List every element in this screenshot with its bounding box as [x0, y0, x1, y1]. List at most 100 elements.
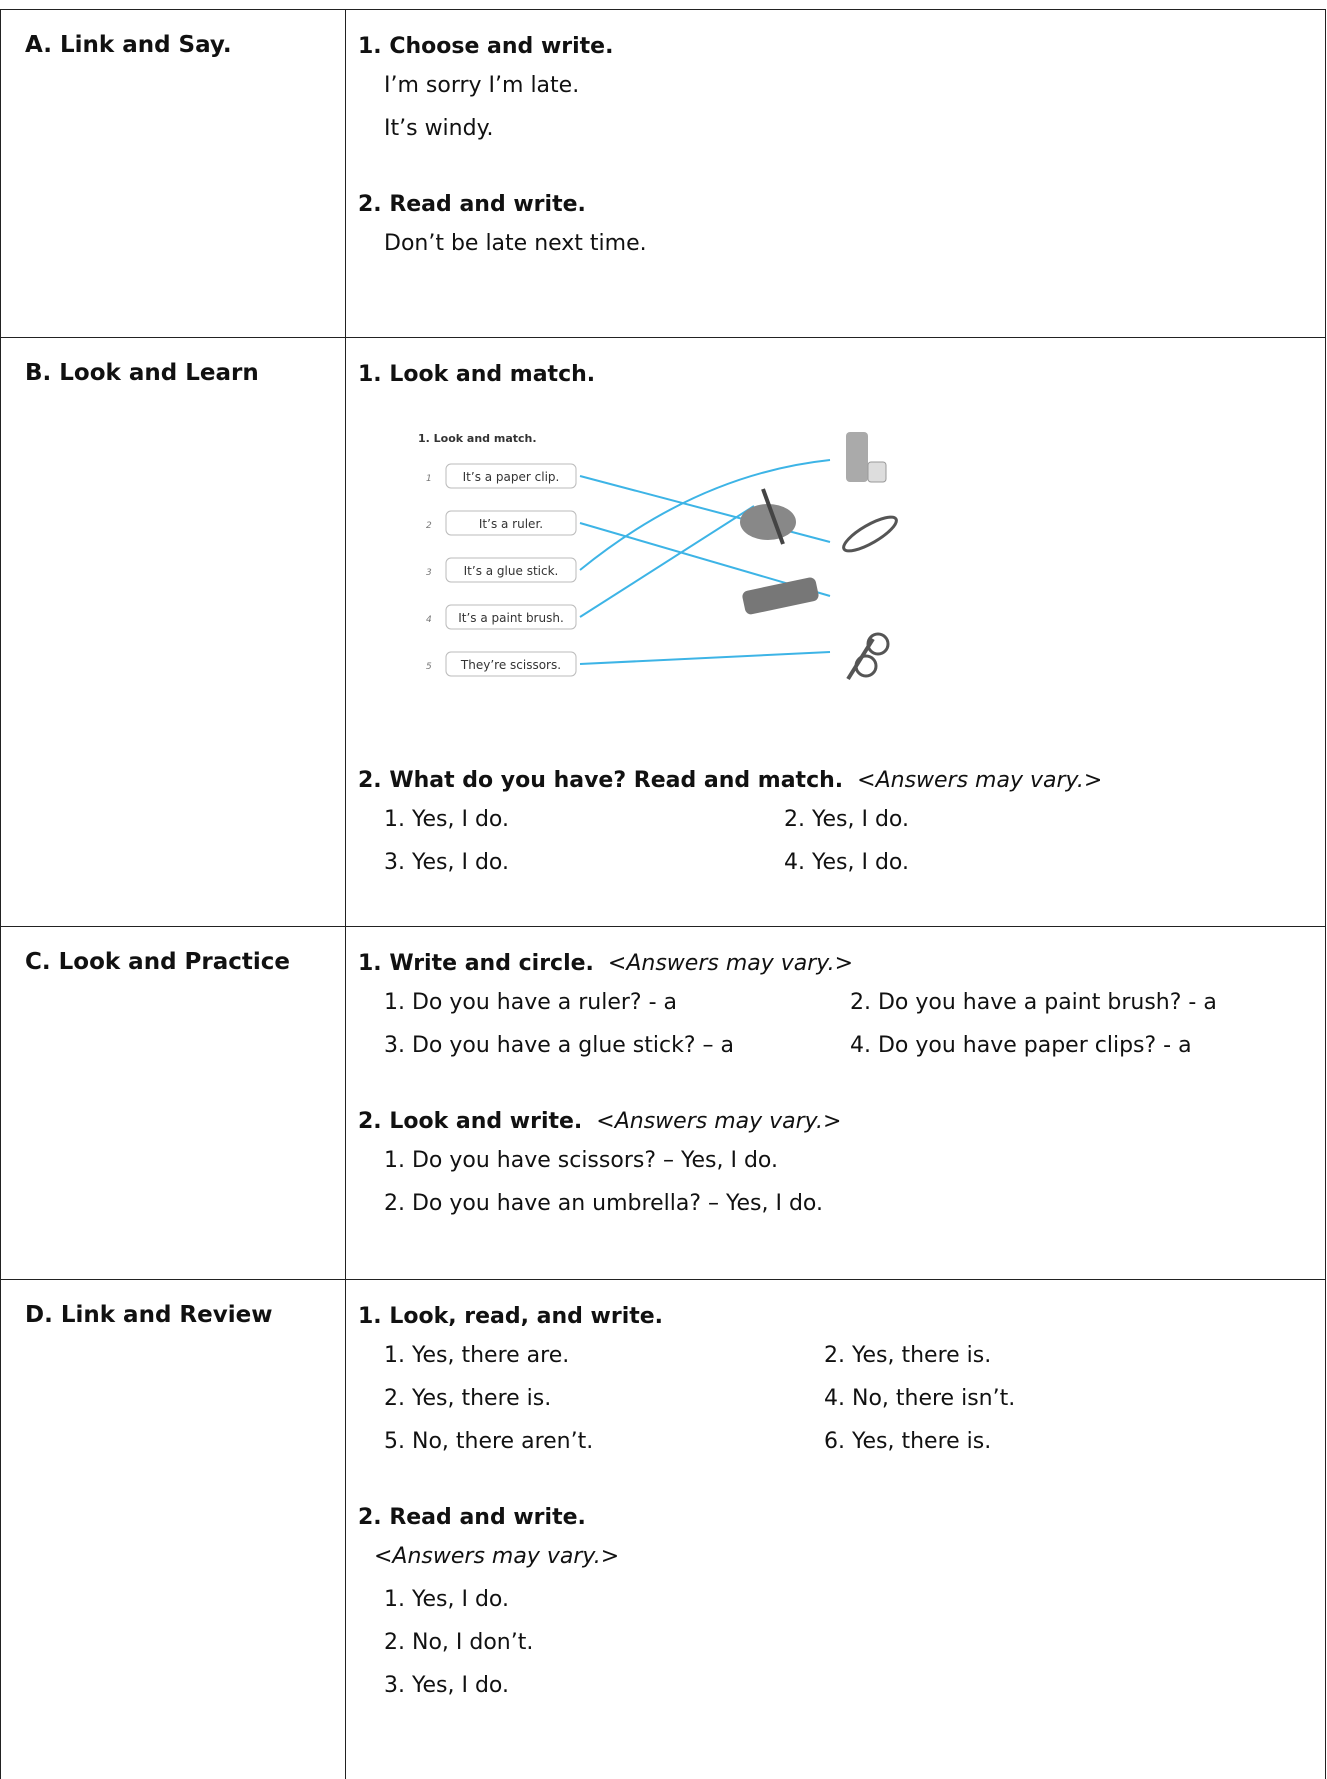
answer-line: It’s windy.	[358, 107, 1325, 150]
answer: 1. Do you have a ruler? - a	[384, 990, 678, 1015]
answer: 2. Do you have a paint brush? - a	[850, 990, 1217, 1015]
answer: 3. Yes, I do.	[384, 850, 509, 875]
palette-icon	[740, 504, 796, 540]
answer-line: 1. Yes, I do.	[358, 1578, 1325, 1621]
answer: I’m sorry I’m late.	[384, 73, 580, 98]
section-heading: C. Look and Practice	[1, 927, 346, 1279]
answers-note: <Answers may vary.>	[607, 951, 854, 976]
part: 2. What do you have? Read and match. <Ans…	[358, 764, 1325, 884]
answer-line: 1. Do you have scissors? – Yes, I do.	[358, 1139, 1325, 1182]
scissors-blade	[846, 637, 875, 681]
answer: 4. Yes, I do.	[784, 850, 909, 875]
answer-line: 2. No, I don’t.	[358, 1621, 1325, 1664]
item-text: They’re scissors.	[460, 658, 561, 672]
item-text: It’s a paint brush.	[458, 611, 564, 625]
part-title: 1. Choose and write.	[358, 30, 1325, 64]
answer: 1. Yes, there are.	[384, 1343, 570, 1368]
part-title: 1. Look, read, and write.	[358, 1300, 1325, 1334]
section-body: 1. Look, read, and write. 1. Yes, there a…	[346, 1280, 1325, 1707]
part-title: 1. Look and match.	[358, 358, 1325, 392]
answer: 3. Do you have a glue stick? – a	[384, 1033, 734, 1058]
part: 2. Look and write. <Answers may vary.> 1. …	[358, 1105, 1325, 1225]
section-row: A. Link and Say. 1. Choose and write. I’m …	[0, 9, 1326, 337]
answer: It’s windy.	[384, 116, 494, 141]
item-number: 3	[426, 568, 432, 578]
item-text: It’s a paper clip.	[463, 470, 560, 484]
answer-line: 1. Yes, I do. 2. Yes, I do.	[358, 798, 1325, 841]
glue-cap	[867, 461, 887, 483]
section-body: 1. Look and match. 1. Look and match. 1 It’…	[346, 338, 1325, 884]
part-title: 2. What do you have? Read and match. <Ans…	[358, 764, 1325, 798]
answer-line: 3. Do you have a glue stick? – a 4. Do yo…	[358, 1024, 1325, 1067]
answers-note: <Answers may vary.>	[857, 768, 1103, 793]
answer: 4. Do you have paper clips? - a	[850, 1033, 1192, 1058]
part-title-text: 2. Look and write.	[358, 1109, 583, 1134]
answer: 4. No, there isn’t.	[824, 1386, 1016, 1411]
answer-line: 3. Yes, I do. 4. Yes, I do.	[358, 841, 1325, 884]
glue-icon	[846, 432, 868, 482]
clip-icon	[842, 515, 898, 553]
answer: 1. Yes, I do.	[384, 1587, 509, 1612]
part-title: 2. Read and write.	[358, 188, 1325, 222]
answer-line: Don’t be late next time.	[358, 222, 1325, 265]
match-line	[579, 475, 831, 543]
answer-line: I’m sorry I’m late.	[358, 64, 1325, 107]
answer: 1. Yes, I do.	[384, 807, 509, 832]
match-line	[579, 651, 831, 665]
section-row: C. Look and Practice 1. Write and circle.…	[0, 926, 1326, 1279]
part-title-text: 2. Read and write.	[358, 1505, 586, 1530]
answer-line: 2. Yes, there is. 4. No, there isn’t.	[358, 1377, 1325, 1420]
answer: Don’t be late next time.	[384, 231, 647, 256]
part-title-text: 2. What do you have? Read and match.	[358, 768, 844, 793]
item-box	[445, 557, 577, 583]
section-body: 1. Choose and write. I’m sorry I’m late. I…	[346, 10, 1325, 265]
item-box	[445, 651, 577, 677]
part: 1. Look, read, and write. 1. Yes, there a…	[358, 1300, 1325, 1463]
answer-line: 1. Yes, there are. 2. Yes, there is.	[358, 1334, 1325, 1377]
item-box	[445, 604, 577, 630]
part-title: 2. Read and write.	[358, 1501, 1325, 1535]
answer-table: A. Link and Say. 1. Choose and write. I’m …	[0, 9, 1326, 1779]
section-heading: B. Look and Learn	[1, 338, 346, 926]
match-figure: 1. Look and match. 1 It’s a paper clip. 2 It…	[418, 432, 898, 681]
item-text: It’s a ruler.	[479, 517, 543, 531]
answer-line: 3. Yes, I do.	[358, 1664, 1325, 1707]
answer: 1. Do you have scissors? – Yes, I do.	[384, 1148, 779, 1173]
item-number: 4	[426, 615, 432, 625]
answer: 2. Yes, I do.	[784, 807, 909, 832]
section-body: 1. Write and circle. <Answers may vary.> 1…	[346, 927, 1325, 1225]
answer: 2. Yes, there is.	[824, 1343, 992, 1368]
section-row: D. Link and Review 1. Look, read, and wri…	[0, 1279, 1326, 1779]
part-title-text: 1. Write and circle.	[358, 951, 594, 976]
item-number: 2	[426, 521, 432, 531]
figure-title: 1. Look and match.	[418, 432, 537, 445]
item-box	[445, 510, 577, 536]
part: 1. Look and match. 1. Look and match. 1 It’…	[358, 358, 1325, 704]
answer: 2. No, I don’t.	[384, 1630, 534, 1655]
answer: 5. No, there aren’t.	[384, 1429, 594, 1454]
part: 1. Choose and write. I’m sorry I’m late. I…	[358, 30, 1325, 150]
part-title-text: 2. Read and write.	[358, 192, 586, 217]
section-heading: D. Link and Review	[1, 1280, 346, 1779]
item-number: 1	[426, 474, 432, 484]
part-title: 2. Look and write. <Answers may vary.>	[358, 1105, 1325, 1139]
section-heading: A. Link and Say.	[1, 10, 346, 337]
answer: 6. Yes, there is.	[824, 1429, 992, 1454]
answer: 3. Yes, I do.	[384, 1673, 509, 1698]
item-text: It’s a glue stick.	[464, 564, 559, 578]
brush-icon	[761, 488, 785, 545]
answer-line: 2. Do you have an umbrella? – Yes, I do.	[358, 1182, 1325, 1225]
item-box	[445, 463, 577, 489]
match-line	[579, 459, 831, 571]
ruler-icon	[742, 577, 819, 615]
match-line	[579, 505, 755, 618]
part-title: 1. Write and circle. <Answers may vary.>	[358, 947, 1325, 981]
part: 2. Read and write. Don’t be late next tim…	[358, 188, 1325, 265]
answer-line: 1. Do you have a ruler? - a 2. Do you hav…	[358, 981, 1325, 1024]
part-title-text: 1. Look and match.	[358, 362, 596, 387]
answer-line: 5. No, there aren’t. 6. Yes, there is.	[358, 1420, 1325, 1463]
answers-note: <Answers may vary.>	[374, 1544, 620, 1569]
part-title-text: 1. Look, read, and write.	[358, 1304, 664, 1329]
part: 2. Read and write. <Answers may vary.> 1. …	[358, 1501, 1325, 1707]
answer: 2. Do you have an umbrella? – Yes, I do.	[384, 1191, 824, 1216]
